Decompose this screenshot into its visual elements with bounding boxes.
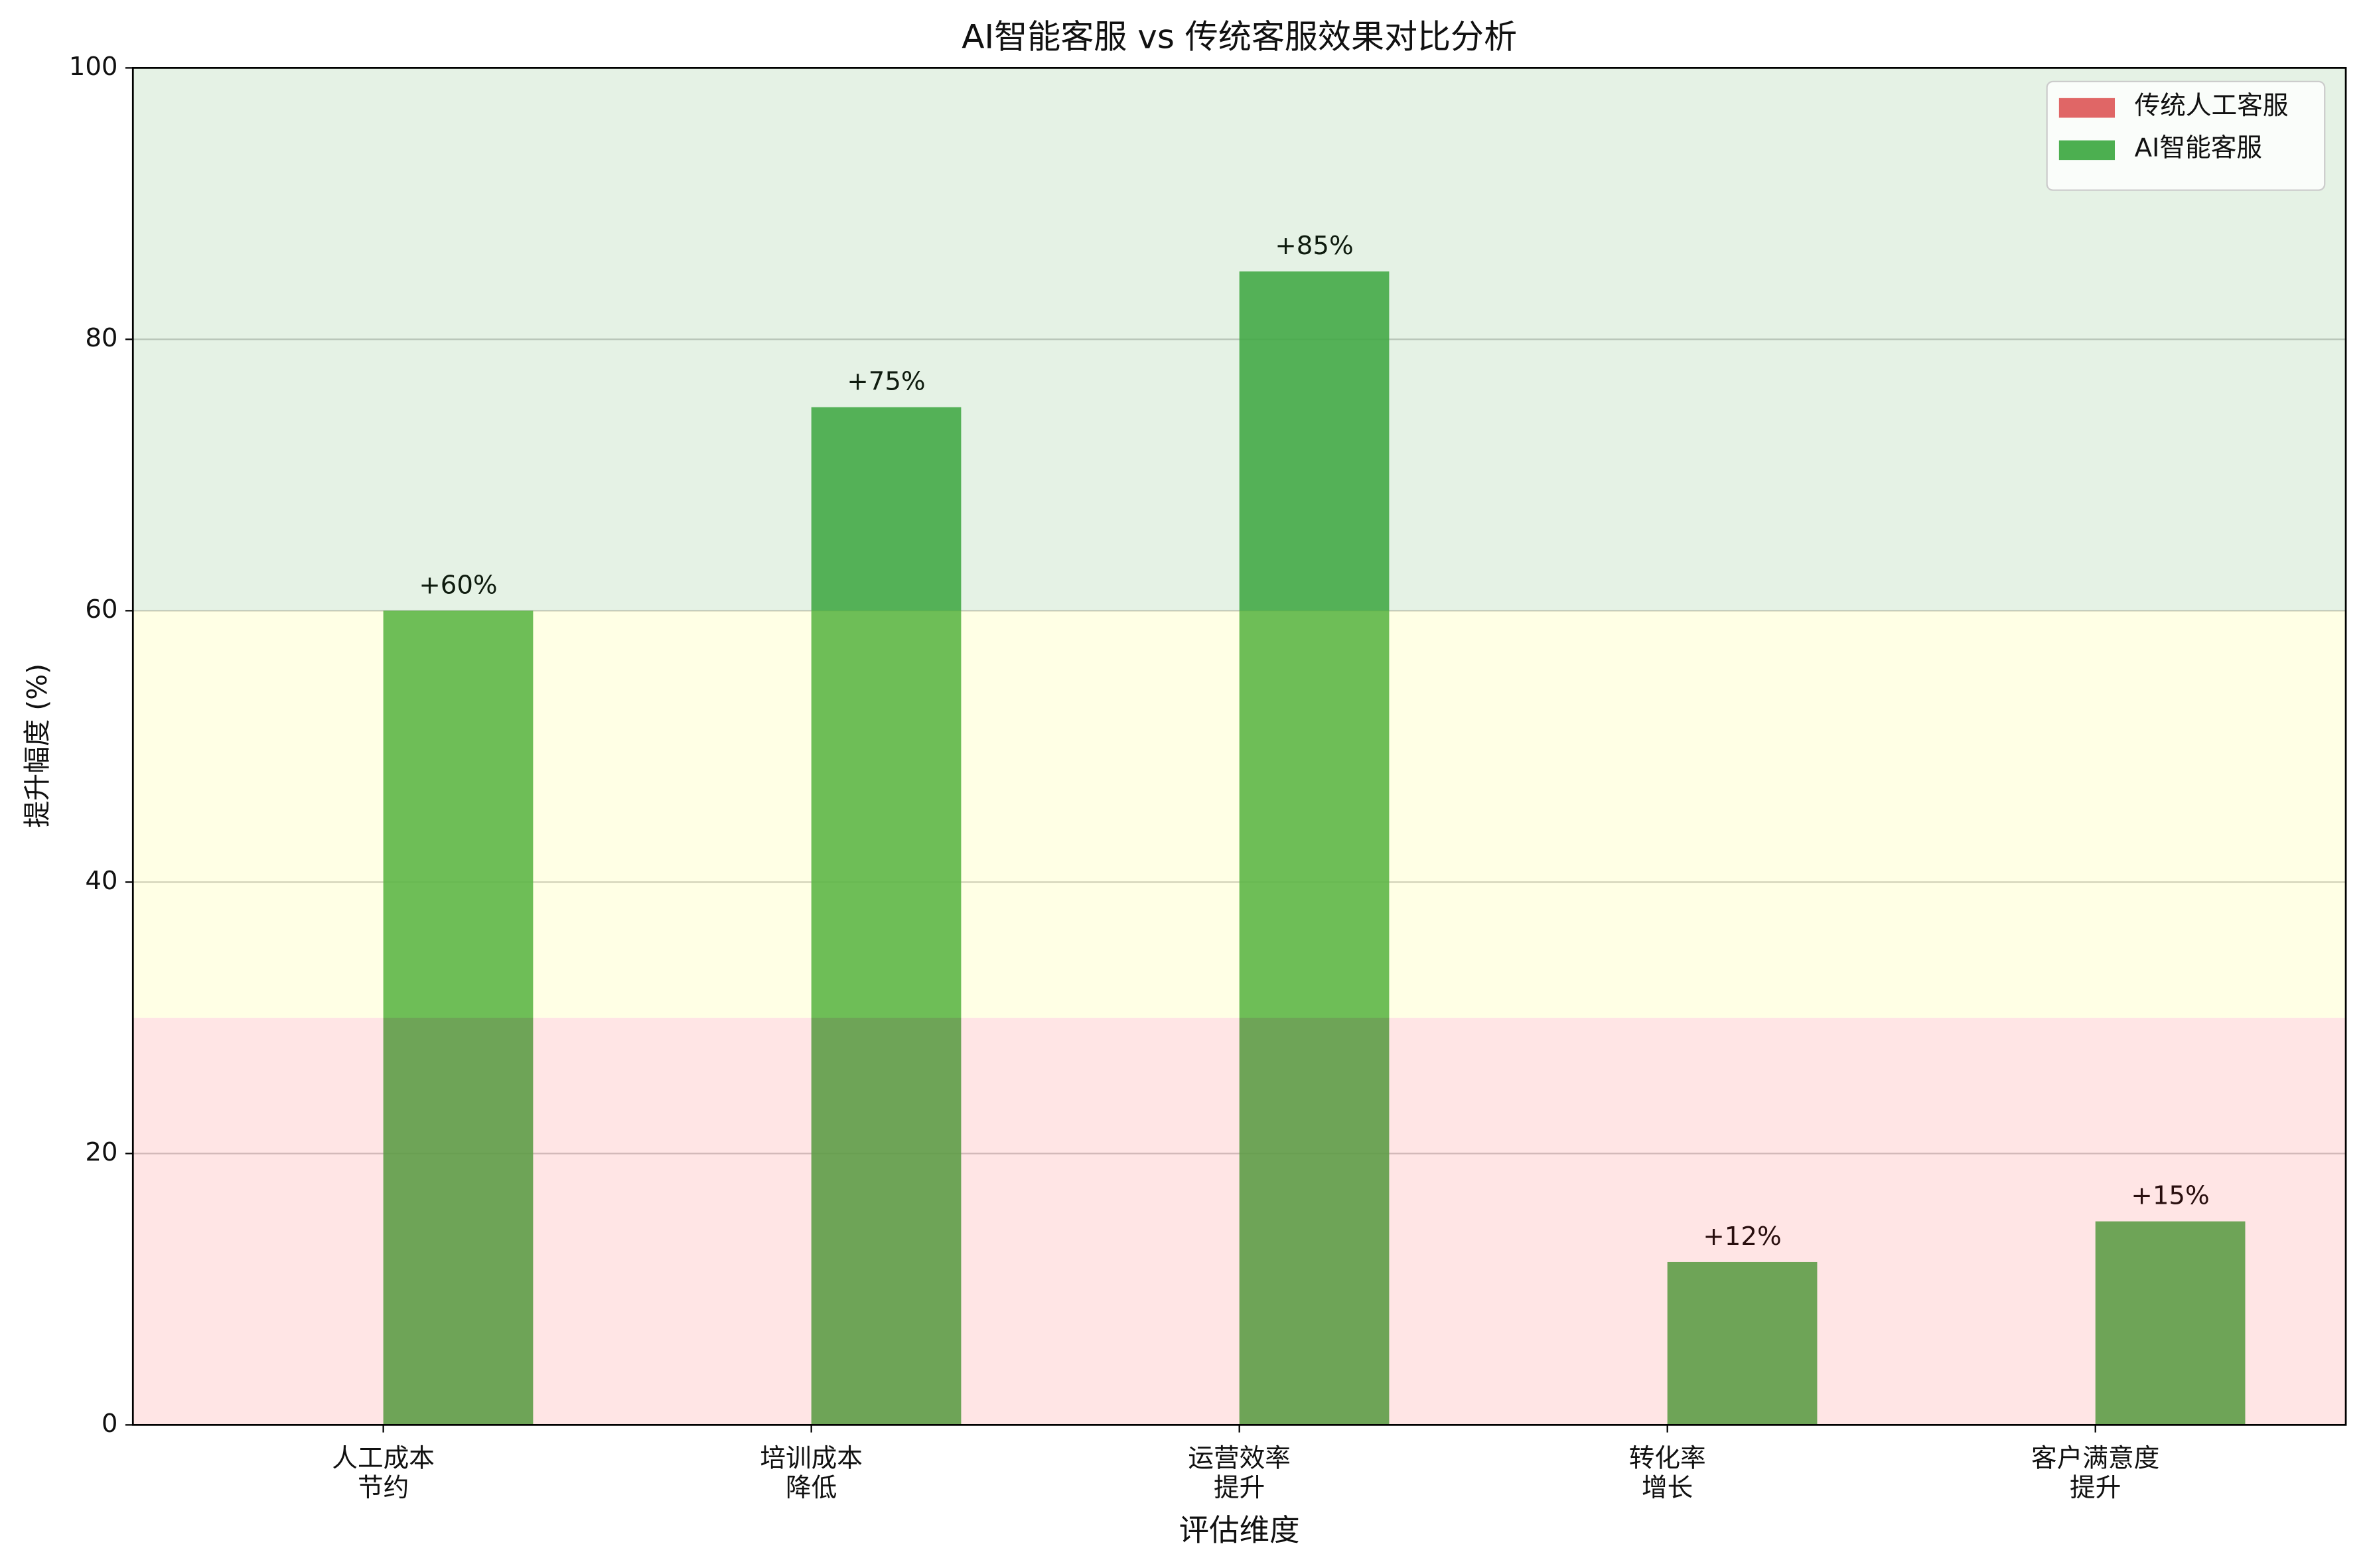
bar xyxy=(2095,1221,2246,1425)
background-band xyxy=(133,1017,2346,1425)
x-axis-label: 评估维度 xyxy=(1179,1512,1300,1547)
bar xyxy=(1667,1261,1818,1425)
y-tick-label: 40 xyxy=(85,866,117,896)
plot-frame xyxy=(131,66,2347,1426)
y-tick-label: 80 xyxy=(85,323,117,353)
background-band xyxy=(133,68,2346,611)
chart-title: AI智能客服 vs 传统客服效果对比分析 xyxy=(962,18,1517,56)
data-label: +12% xyxy=(1703,1222,1781,1251)
x-tick-label: 转化率增长 xyxy=(1629,1443,1706,1502)
y-axis-label: 提升幅度 (%) xyxy=(21,664,53,828)
y-tick-label: 60 xyxy=(85,595,117,624)
legend-box xyxy=(2046,80,2326,191)
y-tick-label: 0 xyxy=(102,1409,118,1439)
legend-label: AI智能客服 xyxy=(2135,133,2262,163)
legend-label: 传统人工客服 xyxy=(2135,91,2289,121)
data-label: +85% xyxy=(1275,231,1353,261)
background-band xyxy=(133,610,2346,1018)
y-tick-label: 20 xyxy=(85,1137,117,1167)
y-tick-label: 100 xyxy=(69,52,118,82)
x-tick-label: 运营效率提升 xyxy=(1188,1443,1291,1502)
x-tick-label: 培训成本降低 xyxy=(760,1443,863,1502)
data-label: +15% xyxy=(2131,1181,2209,1211)
data-label: +60% xyxy=(419,570,497,600)
legend-swatch xyxy=(2058,140,2116,161)
bar xyxy=(811,407,962,1425)
bar xyxy=(1239,271,1390,1425)
legend-swatch xyxy=(2058,98,2116,118)
data-label: +75% xyxy=(847,367,925,397)
bar xyxy=(383,610,534,1425)
x-tick-label: 人工成本节约 xyxy=(332,1443,435,1502)
x-tick-label: 客户满意度提升 xyxy=(2031,1443,2159,1502)
